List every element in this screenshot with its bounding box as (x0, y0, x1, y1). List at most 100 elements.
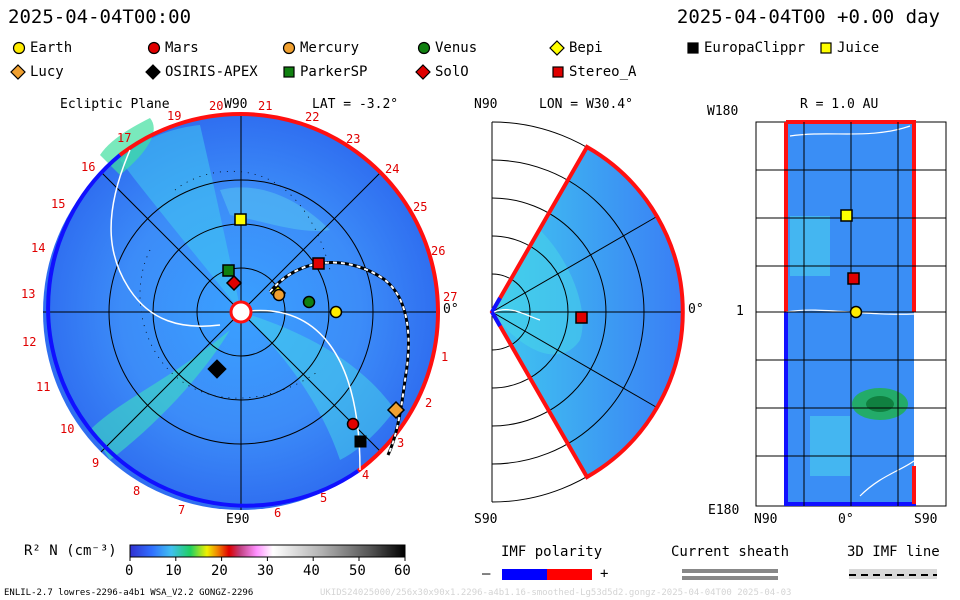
ecliptic-lat-label: LAT = -3.2° (312, 97, 399, 112)
carrington-tick: 19 (167, 109, 181, 123)
legend-juice: Juice (819, 40, 879, 56)
ecliptic-title: Ecliptic Plane (60, 97, 170, 112)
legend-label: Lucy (30, 64, 64, 80)
earth-marker (329, 305, 343, 319)
legend-earth: Earth (12, 40, 72, 56)
legend-label: Bepi (569, 40, 603, 56)
carrington-tick: 25 (413, 200, 427, 214)
meridional-bottom-label: S90 (474, 512, 498, 527)
carrington-tick: 3 (397, 436, 404, 450)
osiris-apex-marker (207, 359, 227, 379)
carrington-tick: 4 (362, 468, 369, 482)
stereo-a-meridional-marker (575, 311, 588, 324)
mercury-marker (272, 288, 286, 302)
legend-parkersp: ParkerSP (282, 64, 367, 80)
imf-negative-rim (46, 153, 360, 508)
legend-label: ParkerSP (300, 64, 368, 80)
meridional-top-label: N90 (474, 97, 498, 112)
ecliptic-bottom-label: E90 (226, 512, 250, 527)
colorbar-tick: 30 (257, 563, 274, 579)
imf-positive-swatch (547, 569, 592, 580)
carrington-tick: 26 (431, 244, 445, 258)
circle-icon (417, 41, 431, 55)
legend-label: Mars (165, 40, 199, 56)
carrington-tick: 8 (133, 484, 140, 498)
square-icon (687, 42, 699, 54)
colorbar-tick: 10 (165, 563, 182, 579)
carrington-tick: 27 (443, 290, 457, 304)
colorbar-tick: 50 (349, 563, 366, 579)
stereo-a-sphere-marker (847, 272, 860, 285)
density-colorbar (129, 544, 406, 561)
ecliptic-top-label: W90 (224, 97, 248, 112)
carrington-tick: 13 (21, 287, 35, 301)
footer-left: ENLIL-2.7 lowres-2296-a4b1 WSA_V2.2 GONG… (4, 588, 254, 598)
datetime-label: 2025-04-04T00:00 (8, 6, 192, 28)
carrington-tick: 9 (92, 456, 99, 470)
meridional-right-label: 0° (688, 302, 704, 317)
imf-negative-swatch (502, 569, 547, 580)
solo-marker (225, 274, 243, 292)
colorbar-tick: 40 (303, 563, 320, 579)
legend-label: Juice (837, 40, 880, 56)
carrington-tick: 1 (441, 350, 448, 364)
legend-label: Venus (435, 40, 478, 56)
sphere-map (755, 120, 947, 507)
legend-label: Mercury (300, 40, 360, 56)
meridional-lon-label: LON = W30.4° (539, 97, 633, 112)
parkersp-marker (222, 264, 235, 277)
carrington-tick: 16 (81, 160, 95, 174)
sphere-bottom-mid: 0° (838, 512, 854, 527)
legend-bepi: Bepi (549, 40, 603, 56)
sphere-top-left: W180 (707, 104, 739, 119)
mars-marker (346, 417, 360, 431)
carrington-tick: 24 (385, 162, 399, 176)
carrington-tick: 6 (274, 506, 281, 520)
legend-label: Stereo_A (569, 64, 637, 80)
legend-label: OSIRIS-APEX (165, 64, 258, 80)
carrington-tick: 21 (258, 99, 272, 113)
colorbar-tick: 60 (394, 563, 411, 579)
circle-icon (282, 41, 296, 55)
imf-plus-label: + (600, 566, 609, 582)
square-icon (283, 66, 295, 78)
legend-lucy: Lucy (10, 64, 64, 80)
carrington-tick: 2 (425, 396, 432, 410)
current-sheath-line (682, 576, 778, 580)
carrington-tick: 5 (320, 491, 327, 505)
colorbar-label: R² N (cm⁻³) (24, 543, 117, 559)
legend-label: SolO (435, 64, 469, 80)
imf-minus-label: – (482, 566, 491, 582)
sphere-bottom-s: S90 (914, 512, 938, 527)
sphere-bottom-n: N90 (754, 512, 778, 527)
legend-solo: SolO (415, 64, 469, 80)
current-sheath-line (682, 569, 778, 573)
diamond-icon (549, 40, 565, 56)
juice-sphere-marker (840, 209, 853, 222)
imf-positive-rim (240, 112, 441, 473)
venus-marker (302, 295, 316, 309)
imf-line-title: 3D IMF line (847, 544, 940, 560)
lucy-marker (386, 400, 406, 420)
sphere-mid-left: 1 (736, 304, 744, 319)
circle-icon (147, 41, 161, 55)
diamond-icon (415, 64, 431, 80)
carrington-tick: 23 (346, 132, 360, 146)
carrington-tick: 10 (60, 422, 74, 436)
legend-label: EuropaClippr (704, 40, 806, 56)
carrington-tick: 17 (117, 131, 131, 145)
sun-marker (229, 300, 253, 324)
juice-marker (234, 213, 247, 226)
carrington-tick: 11 (36, 380, 50, 394)
colorbar-tick: 20 (211, 563, 228, 579)
legend-stereo-a: Stereo_A (551, 64, 636, 80)
sphere-bottom-left: E180 (708, 503, 740, 518)
earth-sphere-marker (849, 305, 863, 319)
ecliptic-right-label: 0° (443, 302, 459, 317)
carrington-tick: 20 (209, 99, 223, 113)
stereo-a-marker (312, 257, 325, 270)
legend-europaclipper: EuropaClippr (686, 40, 805, 56)
sphere-radius-label: R = 1.0 AU (800, 97, 879, 112)
diamond-icon (10, 64, 26, 80)
imf-line-bg (849, 569, 937, 579)
